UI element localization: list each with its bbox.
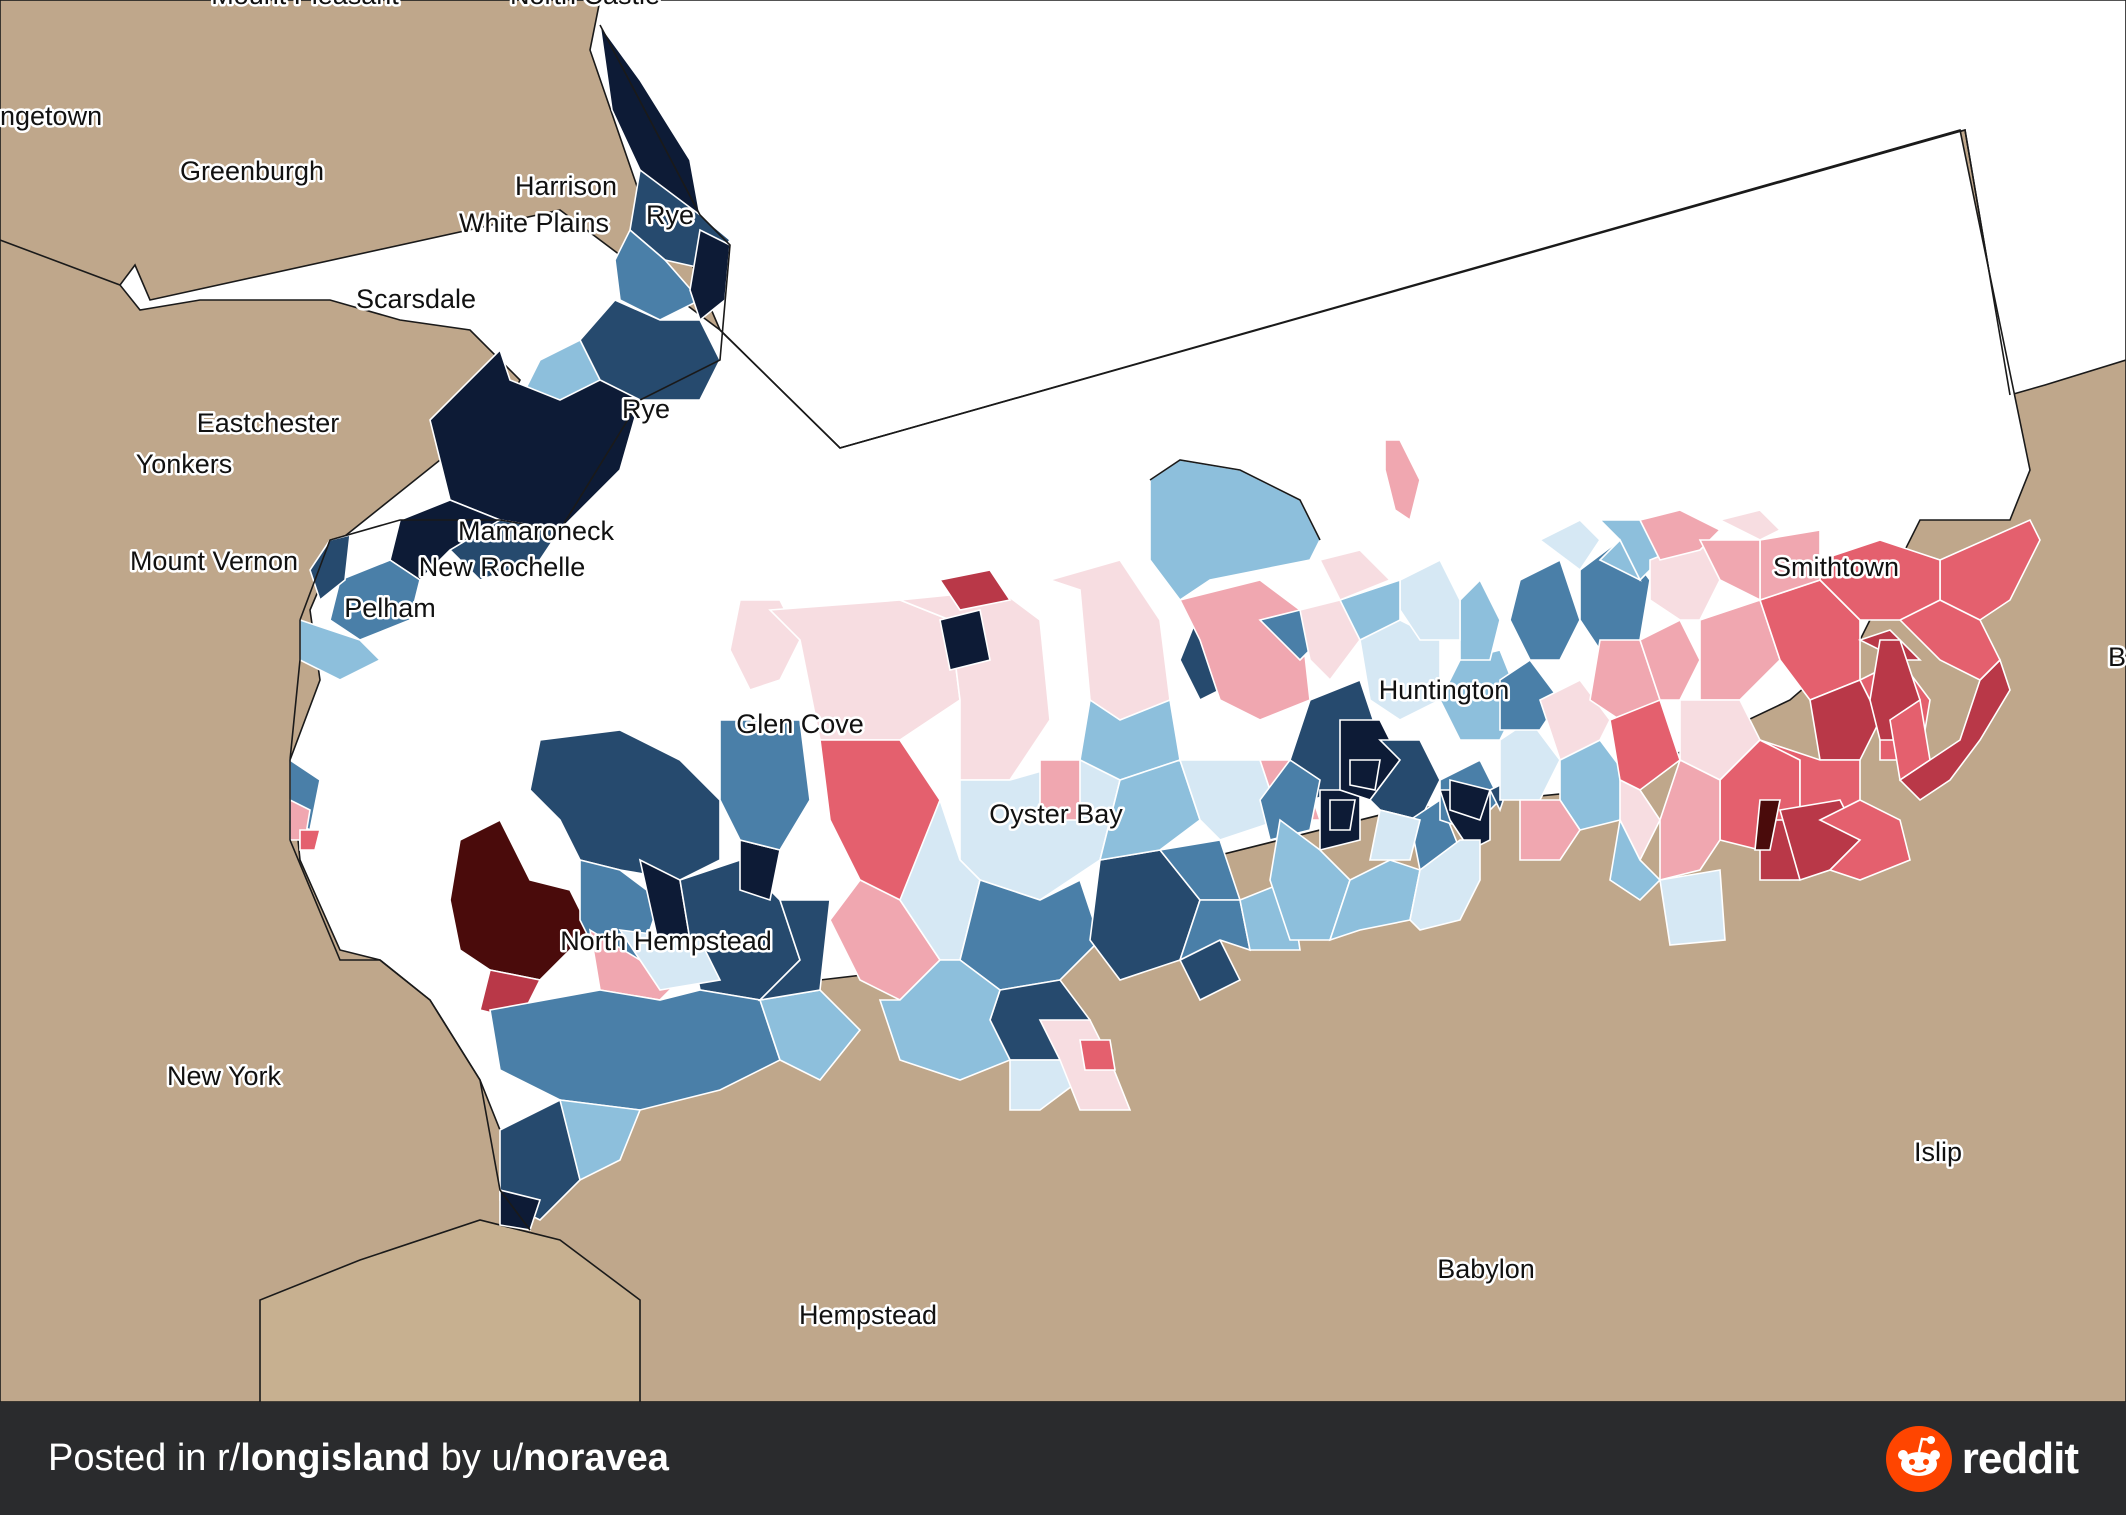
label-islip: Islip xyxy=(1914,1137,1962,1167)
label-greenburgh: Greenburgh xyxy=(180,156,324,186)
label-mount-vernon: Mount Vernon xyxy=(130,546,298,576)
subreddit-link[interactable]: longisland xyxy=(240,1437,431,1479)
reddit-brand[interactable]: reddit xyxy=(1885,1425,2079,1492)
by-text: by u/ xyxy=(430,1437,524,1479)
label-oyster-bay: Oyster Bay xyxy=(989,799,1123,829)
reddit-wordmark: reddit xyxy=(1961,1433,2079,1483)
label-babylon: Babylon xyxy=(1437,1254,1535,1284)
label-rye-2: Rye xyxy=(622,394,670,424)
label-scarsdale: Scarsdale xyxy=(356,284,476,314)
label-smithtown: Smithtown xyxy=(1773,552,1899,582)
land-south-west xyxy=(259,1219,641,1402)
label-huntington: Huntington xyxy=(1379,675,1510,705)
suffolk-districts xyxy=(1149,439,2041,946)
label-yonkers: Yonkers xyxy=(136,449,233,479)
label-mamaroneck: Mamaroneck xyxy=(458,516,615,546)
reddit-logo-icon xyxy=(1885,1425,1952,1492)
study-region-outline xyxy=(289,24,2011,1231)
label-new-york: New York xyxy=(167,1061,282,1091)
nassau-districts xyxy=(449,559,1322,1231)
label-pelham: Pelham xyxy=(344,593,436,623)
reddit-footer: Posted in r/longisland by u/noravea redd… xyxy=(0,1402,2126,1515)
label-mount-pleasant: Mount Pleasant xyxy=(211,0,399,10)
posted-in-text: Posted in r/longisland by u/noravea xyxy=(48,1437,669,1480)
place-labels: Mount Pleasant North Castle ngetown Gree… xyxy=(0,0,2126,1333)
label-brookhaven-edge: B xyxy=(2108,642,2126,672)
label-hempstead: Hempstead xyxy=(799,1300,937,1330)
election-map: Mount Pleasant North Castle ngetown Gree… xyxy=(0,0,2126,1402)
label-eastchester: Eastchester xyxy=(197,408,340,438)
username-link[interactable]: noravea xyxy=(523,1437,669,1479)
label-north-castle: North Castle xyxy=(510,0,660,10)
posted-prefix: Posted in r/ xyxy=(48,1437,241,1479)
label-glen-cove: Glen Cove xyxy=(736,709,864,739)
label-new-rochelle: New Rochelle xyxy=(419,552,586,582)
label-north-hempstead: North Hempstead xyxy=(560,926,772,956)
label-harrison: Harrison xyxy=(515,171,617,201)
label-rye-1: Rye xyxy=(646,200,694,230)
label-orangetown: ngetown xyxy=(0,101,102,131)
label-white-plains: White Plains xyxy=(459,208,609,238)
